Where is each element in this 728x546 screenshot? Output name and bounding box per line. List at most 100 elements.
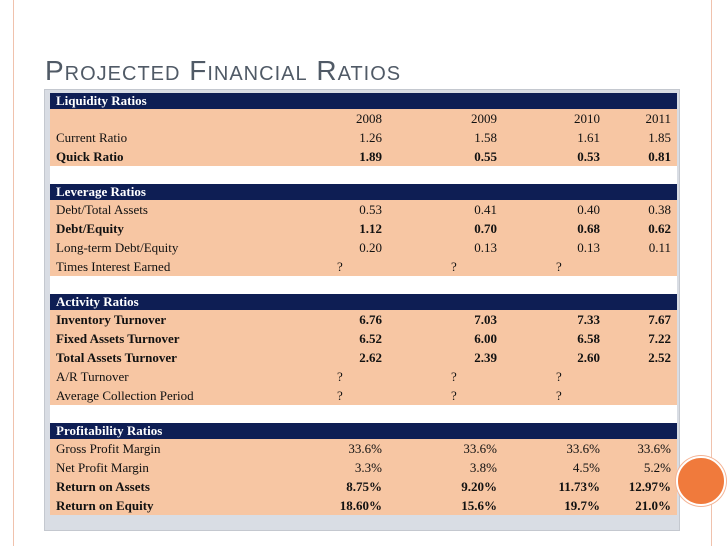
row-value: 6.76 [359, 312, 382, 327]
row-value: 1.89 [359, 149, 382, 164]
row-value: 0.13 [577, 240, 600, 255]
row-value: 0.53 [577, 149, 600, 164]
row-value: 33.6% [463, 441, 497, 456]
section-spacer [50, 276, 677, 294]
row-value: 1.61 [577, 130, 600, 145]
row-value: 0.81 [648, 149, 671, 164]
row-label: Debt/Total Assets [56, 202, 148, 217]
row-value: 2.62 [359, 350, 382, 365]
table-row: Fixed Assets Turnover 6.52 6.00 6.58 7.22 [50, 329, 677, 348]
row-value: 19.7% [564, 498, 600, 513]
row-value: 0.38 [648, 202, 671, 217]
section-header: Liquidity Ratios [50, 93, 677, 109]
row-label: Gross Profit Margin [56, 441, 161, 456]
section-header: Profitability Ratios [50, 423, 677, 439]
row-value: 3.3% [354, 460, 382, 475]
table-row: Debt/Total Assets 0.53 0.41 0.40 0.38 [50, 200, 677, 219]
row-value: ? [556, 388, 562, 403]
row-value: 1.12 [359, 221, 382, 236]
row-value: 0.53 [359, 202, 382, 217]
table-row: Inventory Turnover 6.76 7.03 7.33 7.67 [50, 310, 677, 329]
row-value: 7.33 [577, 312, 600, 327]
decorative-circle [676, 456, 726, 506]
row-value: 33.6% [637, 441, 671, 456]
row-label: Debt/Equity [56, 221, 124, 236]
right-decor-line [711, 0, 712, 546]
row-value: 0.41 [474, 202, 497, 217]
left-decor-line [13, 0, 14, 546]
row-value: 0.11 [648, 240, 671, 255]
table-row: Total Assets Turnover 2.62 2.39 2.60 2.52 [50, 348, 677, 367]
row-value: 5.2% [643, 460, 671, 475]
row-value: 3.8% [469, 460, 497, 475]
row-label: Net Profit Margin [56, 460, 149, 475]
row-label: Average Collection Period [56, 388, 194, 403]
row-value: 33.6% [566, 441, 600, 456]
row-value: 8.75% [346, 479, 382, 494]
row-value: 18.60% [339, 498, 382, 513]
table-row: A/R Turnover??? [50, 367, 677, 386]
row-value: 6.00 [474, 331, 497, 346]
row-value: ? [337, 388, 343, 403]
row-value: 1.58 [474, 130, 497, 145]
table-row: Current Ratio 1.26 1.58 1.61 1.85 [50, 128, 677, 147]
row-value: 0.70 [474, 221, 497, 236]
table-row: Long-term Debt/Equity 0.20 0.13 0.13 0.11 [50, 238, 677, 257]
row-value: 2.39 [474, 350, 497, 365]
table-row: Debt/Equity 1.12 0.70 0.68 0.62 [50, 219, 677, 238]
row-value: ? [451, 259, 457, 274]
row-label: Return on Assets [56, 479, 150, 494]
row-value: 2011 [645, 111, 671, 126]
table-row: Gross Profit Margin 33.6% 33.6% 33.6% 33.6% [50, 439, 677, 458]
row-label: Long-term Debt/Equity [56, 240, 179, 255]
row-label: Current Ratio [56, 130, 128, 145]
row-value: 0.40 [577, 202, 600, 217]
row-value: 7.03 [474, 312, 497, 327]
row-value: 12.97% [628, 479, 671, 494]
row-value: 0.20 [359, 240, 382, 255]
row-value: ? [337, 259, 343, 274]
row-value: 6.52 [359, 331, 382, 346]
row-value: 2.60 [577, 350, 600, 365]
row-value: 0.62 [648, 221, 671, 236]
row-label: Quick Ratio [56, 149, 124, 164]
row-value: 7.67 [648, 312, 671, 327]
row-value: ? [451, 369, 457, 384]
ratios-table: Liquidity Ratios 2008 2009 2010 2011 Current … [50, 93, 677, 515]
section-spacer [50, 166, 677, 184]
row-value: 11.73% [558, 479, 600, 494]
section-title: Activity Ratios [56, 294, 139, 309]
row-label: Times Interest Earned [56, 259, 171, 274]
table-row: Times Interest Earned??? [50, 257, 677, 276]
row-label: Fixed Assets Turnover [56, 331, 180, 346]
table-row: Net Profit Margin 3.3% 3.8% 4.5% 5.2% [50, 458, 677, 477]
row-label: Inventory Turnover [56, 312, 167, 327]
row-value: ? [337, 369, 343, 384]
row-value: ? [556, 369, 562, 384]
row-value: 15.6% [461, 498, 497, 513]
table-row: Average Collection Period??? [50, 386, 677, 405]
row-value: 0.55 [474, 149, 497, 164]
table-row: 2008 2009 2010 2011 [50, 109, 677, 128]
section-title: Liquidity Ratios [56, 93, 147, 108]
row-value: 33.6% [348, 441, 382, 456]
section-header: Activity Ratios [50, 294, 677, 310]
row-value: 2008 [356, 111, 382, 126]
row-value: 2.52 [648, 350, 671, 365]
table-row: Return on Equity 18.60% 15.6% 19.7% 21.0% [50, 496, 677, 515]
row-value: 4.5% [572, 460, 600, 475]
row-label: A/R Turnover [56, 369, 129, 384]
row-value: 0.68 [577, 221, 600, 236]
section-header: Leverage Ratios [50, 184, 677, 200]
slide-title: Projected Financial Ratios [45, 55, 402, 86]
row-value: 7.22 [648, 331, 671, 346]
row-value: 6.58 [577, 331, 600, 346]
row-value: 21.0% [635, 498, 671, 513]
row-label: Total Assets Turnover [56, 350, 177, 365]
row-label: Return on Equity [56, 498, 154, 513]
row-value: 0.13 [474, 240, 497, 255]
section-title: Profitability Ratios [56, 423, 163, 438]
section-spacer [50, 405, 677, 423]
row-value: 2009 [471, 111, 497, 126]
row-value: 1.85 [648, 130, 671, 145]
